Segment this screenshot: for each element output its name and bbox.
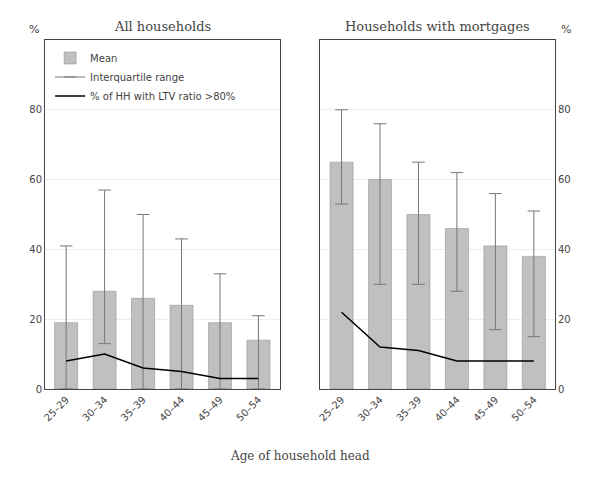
svg-text:50–54: 50–54 xyxy=(509,394,538,423)
svg-text:%: % xyxy=(561,23,571,36)
svg-text:% of HH with LTV ratio >80%: % of HH with LTV ratio >80% xyxy=(90,91,235,102)
svg-text:30–34: 30–34 xyxy=(80,394,109,423)
svg-text:45–49: 45–49 xyxy=(196,394,225,423)
svg-text:%: % xyxy=(29,23,39,36)
svg-text:Interquartile range: Interquartile range xyxy=(90,72,184,83)
svg-text:60: 60 xyxy=(29,174,42,185)
svg-text:0: 0 xyxy=(36,384,42,395)
svg-text:45–49: 45–49 xyxy=(471,394,500,423)
svg-text:80: 80 xyxy=(558,104,571,115)
svg-text:0: 0 xyxy=(558,384,564,395)
svg-text:40–44: 40–44 xyxy=(157,394,186,423)
svg-text:20: 20 xyxy=(558,314,571,325)
svg-text:80: 80 xyxy=(29,104,42,115)
svg-text:35–39: 35–39 xyxy=(394,394,423,423)
svg-text:50–54: 50–54 xyxy=(234,394,263,423)
svg-text:Households with mortgages: Households with mortgages xyxy=(345,19,530,34)
svg-text:25–29: 25–29 xyxy=(317,394,346,423)
svg-text:35–39: 35–39 xyxy=(119,394,148,423)
svg-text:20: 20 xyxy=(29,314,42,325)
svg-text:40–44: 40–44 xyxy=(433,394,462,423)
svg-text:40: 40 xyxy=(29,244,42,255)
svg-text:30–34: 30–34 xyxy=(356,394,385,423)
svg-text:Mean: Mean xyxy=(90,53,117,64)
svg-text:All households: All households xyxy=(114,19,211,34)
svg-text:Age of household head: Age of household head xyxy=(230,449,370,463)
svg-text:60: 60 xyxy=(558,174,571,185)
svg-text:25–29: 25–29 xyxy=(42,394,71,423)
svg-text:40: 40 xyxy=(558,244,571,255)
